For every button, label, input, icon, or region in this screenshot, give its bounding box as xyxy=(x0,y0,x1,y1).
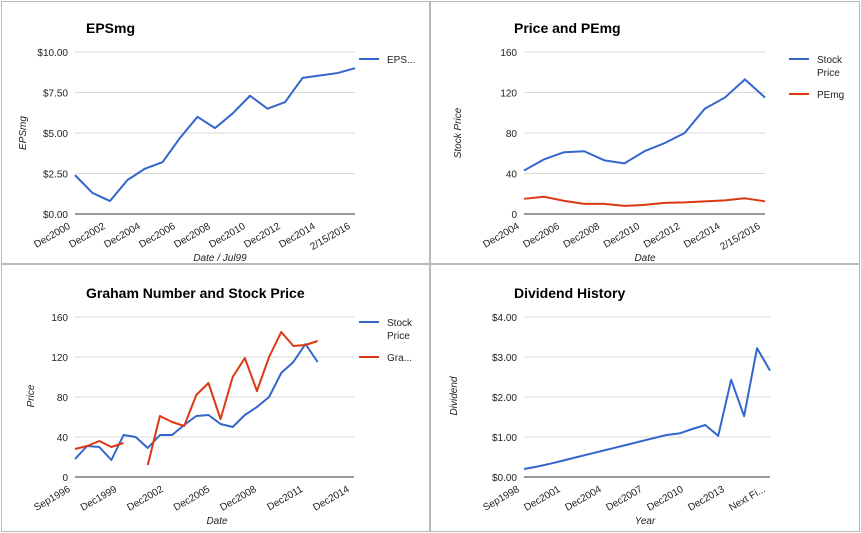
y-tick-label: $7.50 xyxy=(43,89,68,100)
x-tick-label: Dec2002 xyxy=(125,484,166,514)
x-tick-label: Dec2005 xyxy=(172,484,213,514)
y-tick-label: 120 xyxy=(500,89,517,100)
y-tick-label: 40 xyxy=(506,170,518,181)
y-tick-label: $5.00 xyxy=(43,129,68,140)
x-tick-label: Dec2014 xyxy=(682,221,723,251)
x-tick-label: Dec2002 xyxy=(67,221,108,251)
series-line-1 xyxy=(523,78,766,172)
series-line-2 xyxy=(523,195,766,207)
x-tick-label: Next Fi... xyxy=(727,484,767,514)
x-tick-label: Sep1996 xyxy=(32,484,73,514)
x-tick-label: Dec2010 xyxy=(207,221,248,251)
y-tick-label: 40 xyxy=(57,433,69,444)
y-axis-title: Stock Price xyxy=(453,107,464,158)
chart-title: Graham Number and Stock Price xyxy=(86,285,305,301)
price-pe-chart-panel: Price and PEmg 0 40 80 120 160 Dec2004 Dec2006 D… xyxy=(430,1,860,264)
x-tick-label: Dec1999 xyxy=(79,484,120,514)
series-line-1 xyxy=(523,347,771,470)
x-tick-label: 2/15/2016 xyxy=(308,221,352,253)
x-tick-label: Dec2010 xyxy=(645,484,686,514)
x-tick-label: Dec2011 xyxy=(265,484,305,513)
x-axis-title: Date xyxy=(634,253,656,264)
x-tick-label: Dec2008 xyxy=(218,484,259,514)
dividend-chart: Dividend History $0.00 $1.00 $2.00 $3.00 $4.0… xyxy=(449,285,771,527)
series-line-2 xyxy=(74,440,124,450)
legend-label: Gra... xyxy=(387,353,412,364)
legend-label: Stock xyxy=(387,318,413,329)
x-tick-label: Dec2007 xyxy=(604,484,645,514)
chart-title: EPSmg xyxy=(86,20,135,36)
eps-chart-panel: EPSmg $0.00 $2.50 $5.00 $7.50 $10.00 Dec2000 De… xyxy=(1,1,430,264)
y-tick-label: 80 xyxy=(57,393,69,404)
legend-label: Stock xyxy=(817,55,843,66)
y-tick-label: 160 xyxy=(500,48,517,59)
y-axis-title: EPSmg xyxy=(18,116,29,150)
y-tick-label: 0 xyxy=(62,473,68,484)
y-tick-label: $3.00 xyxy=(492,353,517,364)
series-line-1 xyxy=(74,67,356,203)
series-line-1 xyxy=(74,343,319,461)
x-tick-label: Dec2001 xyxy=(522,484,563,514)
x-tick-label: Dec2004 xyxy=(102,221,143,251)
y-tick-label: 160 xyxy=(51,313,68,324)
x-tick-label: Dec2008 xyxy=(172,221,213,251)
x-tick-label: Sep1998 xyxy=(481,484,522,514)
x-tick-label: Dec2000 xyxy=(32,221,73,251)
y-tick-label: $2.00 xyxy=(492,393,517,404)
x-tick-label: Dec2006 xyxy=(137,221,178,251)
legend-label: Price xyxy=(817,68,840,79)
chart-title: Dividend History xyxy=(514,285,625,301)
y-tick-label: $2.50 xyxy=(43,170,68,181)
y-axis-title: Dividend xyxy=(449,376,460,415)
graham-chart: Graham Number and Stock Price 0 40 80 120 160… xyxy=(26,285,413,527)
y-tick-label: 120 xyxy=(51,353,68,364)
dividend-chart-panel: Dividend History $0.00 $1.00 $2.00 $3.00 $4.0… xyxy=(430,264,860,532)
x-tick-label: Dec2014 xyxy=(311,484,352,514)
x-tick-label: Dec2004 xyxy=(563,484,604,514)
x-tick-label: Dec2004 xyxy=(481,221,522,251)
x-axis-title: Year xyxy=(635,516,656,527)
y-tick-label: $4.00 xyxy=(492,313,517,324)
y-tick-label: $0.00 xyxy=(492,473,517,484)
x-axis-title: Date xyxy=(206,516,228,527)
y-tick-label: $0.00 xyxy=(43,210,68,221)
legend-label: EPS... xyxy=(387,55,415,66)
x-tick-label: Dec2012 xyxy=(242,221,283,251)
x-tick-label: Dec2012 xyxy=(642,221,683,251)
x-tick-label: Dec2008 xyxy=(562,221,603,251)
x-tick-label: Dec2010 xyxy=(602,221,643,251)
y-tick-label: 80 xyxy=(506,129,518,140)
x-axis-title: Date / Jul99 xyxy=(193,253,247,264)
series-line-2 xyxy=(146,331,318,466)
y-tick-label: $10.00 xyxy=(37,48,68,59)
eps-chart: EPSmg$0.00$2.50$5.00$7.50$10.00Dec2000De… xyxy=(18,20,415,264)
chart-title: Price and PEmg xyxy=(514,20,621,36)
x-tick-label: Dec2013 xyxy=(686,484,727,514)
x-tick-label: 2/15/2016 xyxy=(718,221,762,253)
y-tick-label: 0 xyxy=(511,210,517,221)
legend-label: Price xyxy=(387,331,410,342)
legend-label: PEmg xyxy=(817,90,844,101)
y-tick-label: $1.00 xyxy=(492,433,517,444)
x-tick-label: Dec2006 xyxy=(521,221,562,251)
y-axis-title: Price xyxy=(26,384,37,407)
graham-chart-panel: Graham Number and Stock Price 0 40 80 120 160… xyxy=(1,264,430,532)
